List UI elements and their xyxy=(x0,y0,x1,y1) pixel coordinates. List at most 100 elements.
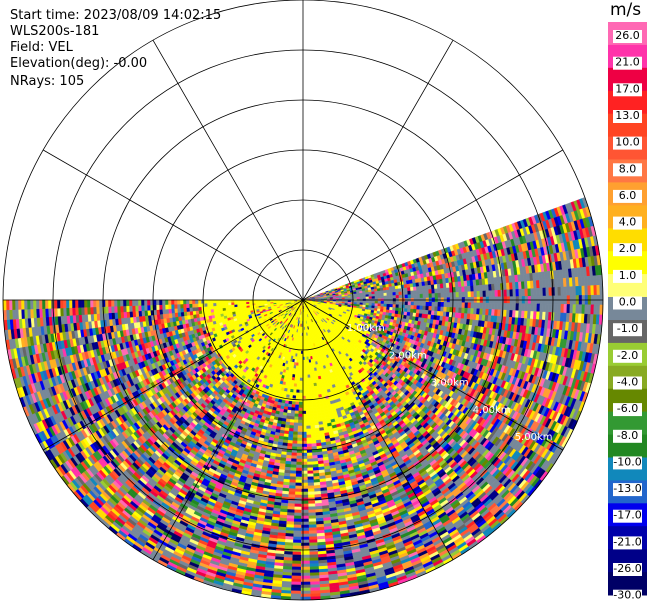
velocity-gate xyxy=(386,306,390,311)
velocity-gate xyxy=(386,301,391,305)
velocity-gate xyxy=(554,304,559,313)
velocity-gate xyxy=(434,288,439,294)
velocity-gate xyxy=(533,303,538,312)
velocity-gate xyxy=(503,303,508,311)
velocity-gate xyxy=(395,304,400,309)
velocity-gate xyxy=(425,289,430,295)
velocity-gate xyxy=(551,303,556,313)
velocity-gate xyxy=(368,296,373,300)
velocity-gate xyxy=(569,304,574,314)
velocity-gate xyxy=(401,291,406,296)
velocity-gate xyxy=(470,291,475,298)
velocity-gate xyxy=(458,307,463,314)
velocity-gate xyxy=(509,303,514,311)
velocity-gate xyxy=(485,290,490,298)
velocity-gate xyxy=(401,304,406,309)
velocity-gate xyxy=(524,303,529,312)
velocity-gate xyxy=(494,290,499,297)
velocity-gate xyxy=(407,290,412,296)
velocity-gate xyxy=(425,293,430,299)
velocity-gate xyxy=(344,297,349,300)
velocity-gate xyxy=(446,306,451,313)
velocity-gate xyxy=(545,287,550,297)
velocity-gate xyxy=(407,304,412,310)
velocity-gate xyxy=(407,301,412,306)
velocity-gate xyxy=(371,293,376,297)
velocity-gate xyxy=(536,287,541,297)
velocity-gate xyxy=(539,287,544,297)
velocity-gate xyxy=(401,301,406,306)
velocity-gate xyxy=(497,289,502,298)
velocity-gate xyxy=(461,291,466,298)
velocity-gate xyxy=(386,303,391,308)
velocity-gate xyxy=(407,308,411,313)
velocity-gate xyxy=(560,304,565,314)
velocity-gate xyxy=(548,287,553,297)
velocity-gate xyxy=(422,293,427,299)
velocity-gate xyxy=(575,304,580,315)
velocity-gate xyxy=(422,289,427,295)
velocity-gate xyxy=(401,294,406,299)
velocity-gate xyxy=(374,291,378,295)
velocity-gate xyxy=(443,287,448,294)
velocity-gate xyxy=(491,290,496,298)
velocity-gate xyxy=(404,308,408,313)
velocity-gate xyxy=(410,294,415,299)
velocity-gate xyxy=(392,288,396,293)
velocity-gate xyxy=(476,302,481,310)
velocity-gate xyxy=(548,303,553,313)
velocity-gate xyxy=(395,301,400,306)
velocity-gate xyxy=(383,289,387,294)
velocity-gate xyxy=(494,303,499,310)
velocity-gate xyxy=(539,303,544,313)
velocity-gate xyxy=(512,289,517,297)
velocity-gate xyxy=(572,304,577,314)
velocity-gate xyxy=(518,288,523,297)
velocity-gate xyxy=(416,293,421,299)
velocity-gate xyxy=(428,289,433,294)
velocity-gate xyxy=(383,295,388,299)
velocity-gate xyxy=(458,302,463,309)
velocity-gate xyxy=(464,302,469,309)
velocity-gate xyxy=(569,286,574,296)
velocity-gate xyxy=(506,289,511,297)
velocity-gate xyxy=(476,290,481,298)
velocity-gate xyxy=(536,303,541,313)
velocity-gate xyxy=(383,292,388,297)
velocity-gate xyxy=(527,303,532,312)
velocity-gate xyxy=(398,291,403,296)
velocity-gate xyxy=(419,293,424,299)
velocity-gate xyxy=(389,304,394,308)
velocity-gate xyxy=(365,296,370,300)
velocity-gate xyxy=(434,306,439,312)
velocity-gate xyxy=(431,306,436,312)
velocity-gate xyxy=(353,297,358,300)
velocity-gate xyxy=(422,305,427,311)
velocity-gate xyxy=(557,303,562,314)
velocity-gate xyxy=(521,288,526,297)
velocity-gate xyxy=(440,306,445,312)
velocity-gate xyxy=(428,293,433,299)
velocity-gate xyxy=(395,291,400,296)
velocity-gate xyxy=(554,287,559,296)
velocity-gate xyxy=(389,292,394,296)
velocity-gate xyxy=(377,295,382,300)
velocity-gate xyxy=(560,286,565,296)
velocity-gate xyxy=(380,290,384,294)
velocity-gate xyxy=(359,296,364,300)
velocity-gate xyxy=(416,290,421,295)
velocity-gate xyxy=(446,302,451,308)
velocity-gate xyxy=(482,290,487,298)
velocity-gate xyxy=(380,295,385,299)
velocity-gate xyxy=(461,302,466,309)
velocity-gate xyxy=(386,295,391,299)
velocity-gate xyxy=(521,303,526,312)
velocity-gate xyxy=(416,301,421,307)
velocity-gate xyxy=(509,289,514,297)
velocity-gate xyxy=(455,286,460,293)
velocity-gate xyxy=(404,301,409,306)
velocity-gate xyxy=(377,293,382,297)
velocity-gate xyxy=(488,290,493,298)
velocity-gate xyxy=(371,296,376,300)
